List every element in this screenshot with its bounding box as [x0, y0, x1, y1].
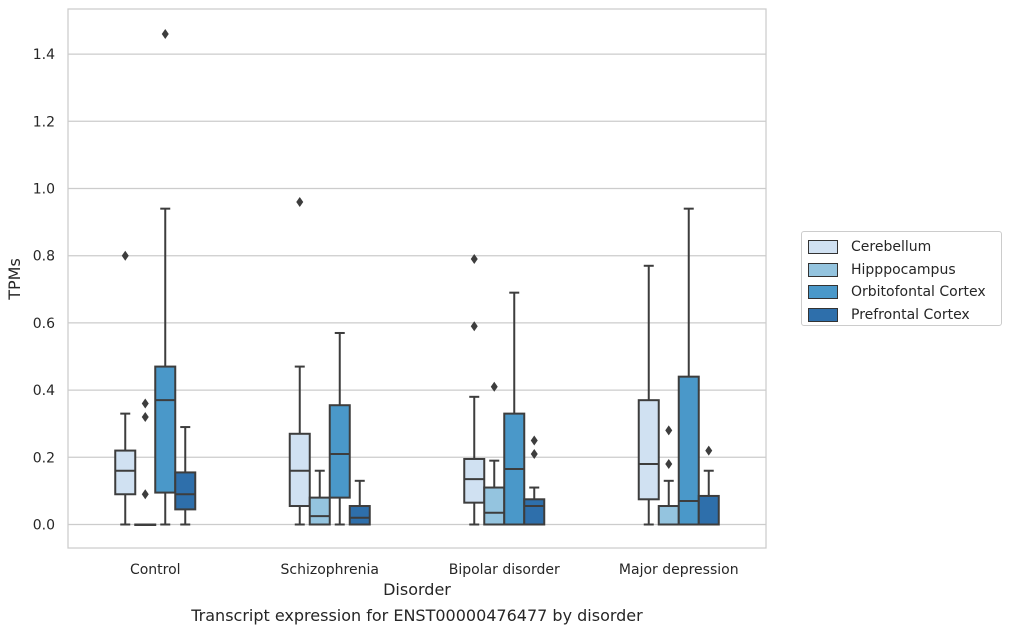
legend-swatch — [808, 262, 838, 277]
legend-label: Cerebellum — [851, 239, 932, 256]
box-iqr — [328, 404, 351, 499]
outlier-point — [121, 250, 129, 261]
box-group — [463, 254, 486, 526]
outlier-point — [470, 321, 478, 332]
box-group — [483, 381, 506, 526]
x-tick-label: Control — [130, 562, 181, 578]
legend-label: Prefrontal Cortex — [851, 306, 970, 323]
box-group — [134, 398, 157, 526]
legend-item: Hipppocampus — [808, 259, 1001, 282]
box-iqr — [677, 375, 700, 526]
box-iqr — [463, 457, 486, 504]
y-tick-label: 0.6 — [33, 316, 55, 332]
figure-caption: Transcript expression for ENST0000047647… — [191, 606, 643, 625]
box-group — [348, 479, 371, 526]
box-iqr — [483, 486, 506, 526]
y-tick-label: 1.0 — [33, 182, 55, 198]
y-tick-label: 0.0 — [33, 518, 55, 534]
legend-swatch — [808, 307, 838, 322]
box-group — [154, 28, 177, 526]
y-tick-labels: 0.0 0.2 0.4 0.6 0.8 1.0 1.2 1.4 — [33, 47, 55, 533]
y-tick-label: 1.4 — [33, 47, 55, 63]
plot-frame — [67, 8, 767, 549]
outlier-point — [665, 425, 673, 436]
box-iqr — [637, 399, 660, 501]
legend-item: Prefrontal Cortex — [808, 304, 1001, 327]
outlier-point — [530, 435, 538, 446]
box-group — [308, 469, 331, 526]
box-group — [174, 426, 197, 526]
box-iqr — [657, 505, 680, 526]
outlier-point — [490, 381, 498, 392]
outlier-point — [141, 398, 149, 409]
boxplot-marks — [114, 28, 720, 526]
box-group — [328, 331, 351, 526]
legend: Cerebellum Hipppocampus Orbitofontal Cor… — [801, 231, 1002, 326]
box-group — [523, 435, 546, 526]
box-iqr — [308, 496, 331, 526]
box-iqr — [523, 498, 546, 526]
x-tick-label: Schizophrenia — [281, 562, 379, 578]
box-group — [114, 250, 137, 526]
box-iqr — [348, 505, 371, 526]
legend-label: Orbitofontal Cortex — [851, 284, 986, 301]
outlier-point — [665, 459, 673, 470]
legend-item: Orbitofontal Cortex — [808, 281, 1001, 304]
legend-item: Cerebellum — [808, 236, 1001, 259]
x-tick-label: Bipolar disorder — [449, 562, 560, 578]
box-group — [637, 264, 660, 526]
box-group — [503, 291, 526, 526]
outlier-point — [705, 445, 713, 456]
x-tick-label: Major depression — [619, 562, 739, 578]
box-group — [288, 196, 311, 526]
outlier-point — [296, 196, 304, 207]
outlier-point — [141, 411, 149, 422]
box-group — [677, 207, 700, 526]
y-tick-label: 1.2 — [33, 114, 55, 130]
x-tick-labels: Control Schizophrenia Bipolar disorder Majo… — [130, 562, 739, 578]
box-iqr — [697, 494, 720, 526]
x-axis-label: Disorder — [383, 580, 451, 599]
outlier-point — [141, 489, 149, 500]
y-axis-label: TPMs — [5, 258, 24, 301]
box-iqr — [174, 471, 197, 511]
box-iqr — [154, 365, 177, 494]
legend-swatch — [808, 285, 838, 300]
outlier-point — [161, 28, 169, 39]
box-group — [697, 445, 720, 526]
y-tick-label: 0.2 — [33, 450, 55, 466]
outlier-point — [530, 448, 538, 459]
legend-label: Hipppocampus — [851, 261, 956, 278]
box-iqr — [114, 449, 137, 496]
outlier-point — [470, 254, 478, 265]
y-tick-label: 0.4 — [33, 383, 55, 399]
legend-swatch — [808, 240, 838, 255]
box-group — [657, 425, 680, 526]
y-tick-label: 0.8 — [33, 249, 55, 265]
